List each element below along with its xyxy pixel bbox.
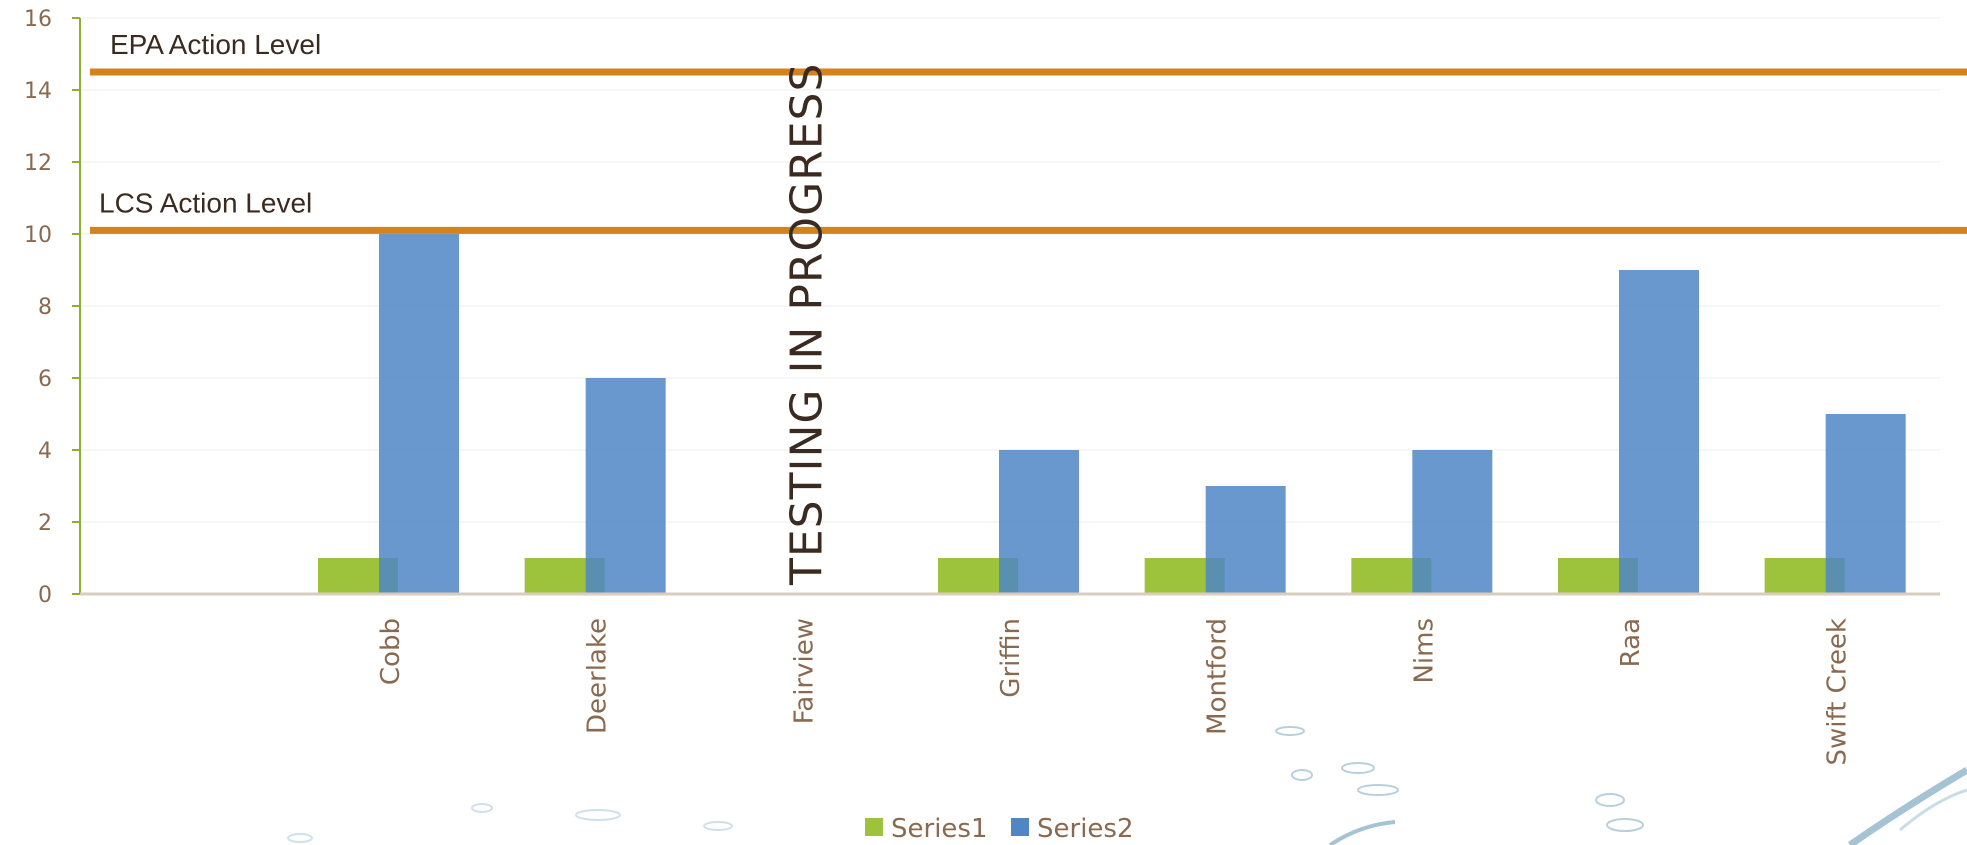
- testing-in-progress-annotation: TESTING IN PROGRESS: [781, 63, 832, 586]
- y-tick-label: 12: [24, 151, 52, 176]
- water-splash-decoration: [287, 726, 1967, 845]
- bars: [318, 234, 1906, 594]
- bar-series2: [379, 234, 459, 594]
- reference-line-label: EPA Action Level: [110, 29, 321, 60]
- x-axis-labels: Cobb Deerlake Fairview Griffin Montford Nims R…: [376, 618, 1853, 765]
- y-tick-label: 0: [38, 583, 52, 608]
- reference-line-label: LCS Action Level: [99, 187, 312, 218]
- bar-series2: [1619, 270, 1699, 594]
- legend: Series1 Series2: [865, 814, 1134, 844]
- x-category-label: Raa: [1616, 618, 1646, 667]
- bar-series2: [999, 450, 1079, 594]
- y-tick-label: 16: [24, 7, 52, 32]
- y-axis-ticks: 0 2 4 6 8 10 12 14 16: [24, 7, 80, 608]
- bar-series2: [1412, 450, 1493, 594]
- x-category-label: Fairview: [789, 618, 819, 724]
- y-tick-label: 10: [24, 223, 52, 248]
- x-category-label: Swift Creek: [1823, 618, 1853, 765]
- x-category-label: Griffin: [996, 618, 1026, 698]
- bar-series2: [585, 378, 666, 594]
- legend-swatch-series2: [1011, 818, 1029, 836]
- y-tick-label: 14: [24, 79, 52, 104]
- legend-swatch-series1: [865, 818, 883, 836]
- reference-lines: EPA Action Level LCS Action Level: [90, 29, 1967, 234]
- bar-series2: [1825, 414, 1906, 594]
- legend-label-series2: Series2: [1037, 814, 1134, 844]
- x-category-label: Deerlake: [583, 618, 613, 734]
- legend-label-series1: Series1: [891, 814, 988, 844]
- x-category-label: Nims: [1409, 618, 1439, 684]
- bar-series2: [1205, 486, 1286, 594]
- y-tick-label: 2: [38, 511, 52, 536]
- y-tick-label: 4: [38, 439, 52, 464]
- x-category-label: Cobb: [376, 618, 406, 685]
- y-tick-label: 8: [38, 295, 52, 320]
- x-category-label: Montford: [1203, 618, 1233, 735]
- y-tick-label: 6: [38, 367, 52, 392]
